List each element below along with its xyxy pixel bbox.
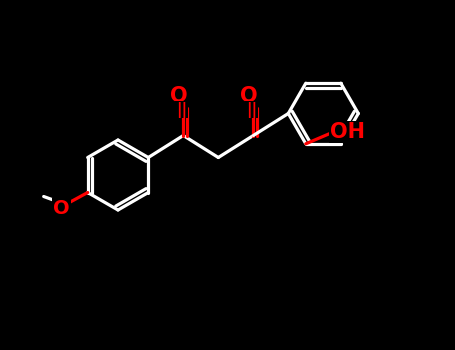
Text: OH: OH bbox=[330, 122, 365, 142]
Text: ||: || bbox=[246, 102, 257, 118]
Text: O: O bbox=[171, 85, 188, 105]
Text: O: O bbox=[53, 199, 70, 218]
Text: ||: || bbox=[176, 102, 187, 118]
Text: O: O bbox=[241, 85, 258, 105]
